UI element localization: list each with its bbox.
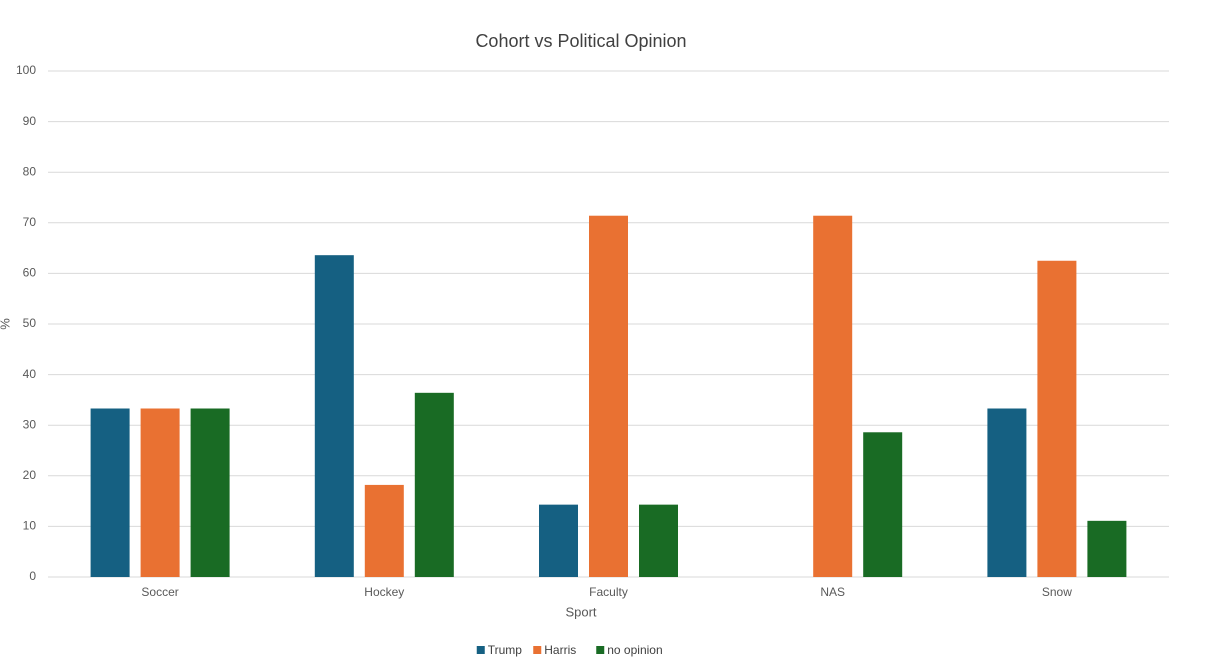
- y-tick-label: 50: [23, 316, 37, 330]
- bar: [414, 392, 454, 577]
- bar: [314, 255, 354, 577]
- bar: [1037, 260, 1077, 577]
- bar: [90, 408, 130, 577]
- y-tick-label: 70: [23, 215, 37, 229]
- y-tick-label: 100: [16, 63, 36, 77]
- x-tick-label: Snow: [1042, 585, 1072, 599]
- y-tick-label: 80: [23, 164, 37, 178]
- legend-swatch: [533, 646, 542, 654]
- chart-title: Cohort vs Political Opinion: [475, 31, 686, 51]
- legend-label: Trump: [488, 643, 523, 657]
- y-tick-label: 40: [23, 367, 37, 381]
- y-tick-label: 90: [23, 114, 37, 128]
- legend-label: Harris: [544, 643, 576, 657]
- legend-swatch: [596, 646, 605, 654]
- bar: [813, 215, 853, 577]
- x-tick-label: Hockey: [364, 585, 404, 599]
- bar: [639, 504, 678, 577]
- y-tick-label: 60: [23, 266, 37, 280]
- bar: [589, 215, 628, 577]
- x-tick-label: Soccer: [141, 585, 178, 599]
- bar: [1087, 520, 1127, 577]
- bar: [863, 432, 903, 577]
- x-tick-label: NAS: [820, 585, 845, 599]
- bar: [140, 408, 180, 577]
- bar: [190, 408, 230, 577]
- bar: [364, 484, 404, 577]
- y-tick-label: 0: [29, 569, 36, 583]
- x-tick-label: Faculty: [589, 585, 628, 599]
- legend-label: no opinion: [607, 643, 662, 657]
- y-tick-label: 30: [23, 417, 37, 431]
- y-tick-label: 20: [23, 468, 37, 482]
- bar: [539, 504, 578, 577]
- x-axis-title: Sport: [565, 604, 596, 619]
- bar: [987, 408, 1027, 577]
- y-tick-label: 10: [23, 519, 37, 533]
- y-axis-title: %: [0, 318, 12, 330]
- legend-swatch: [476, 646, 485, 654]
